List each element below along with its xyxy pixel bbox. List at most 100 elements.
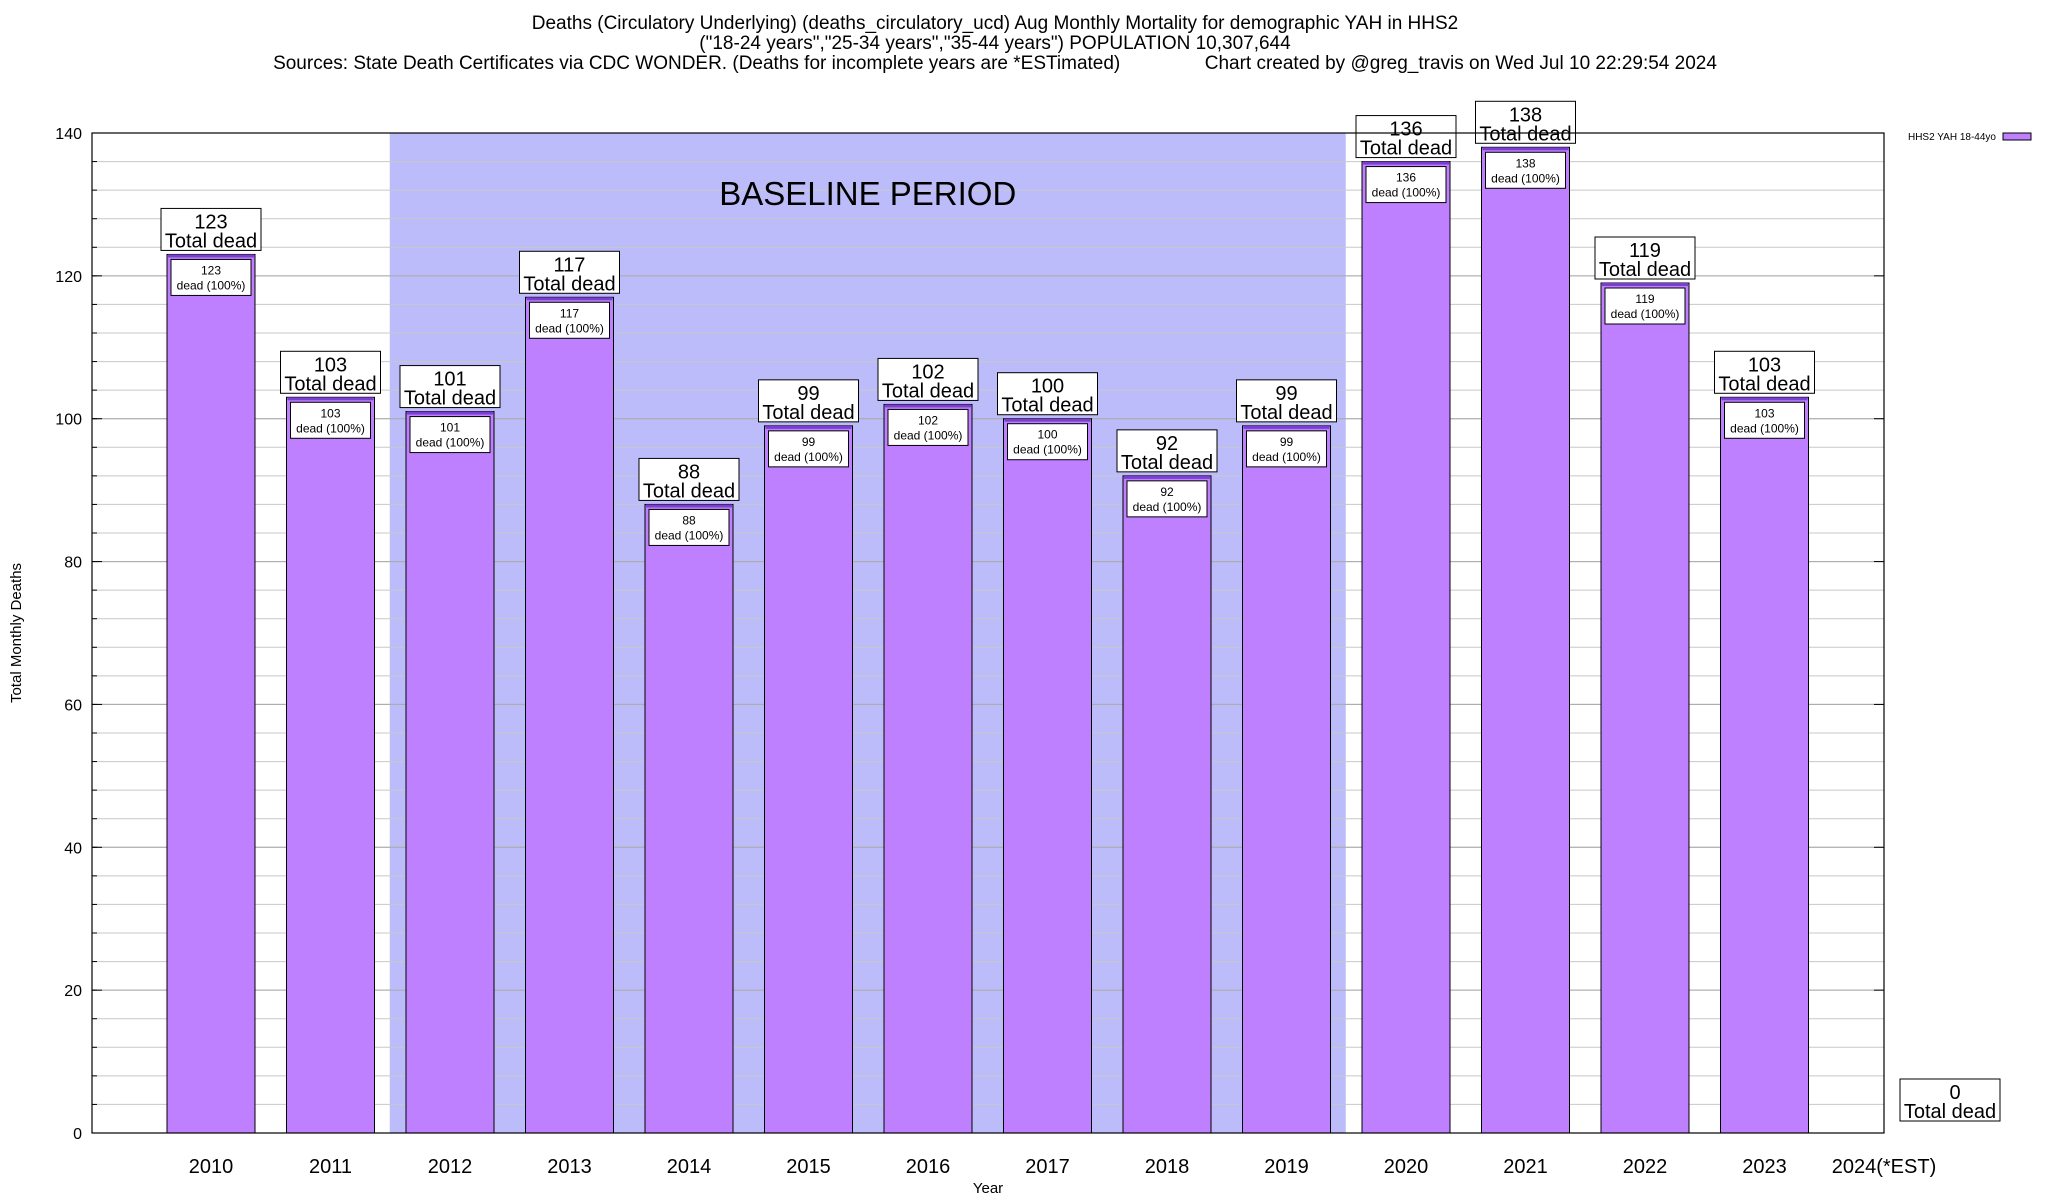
inner-label-value: 101 (440, 421, 460, 435)
inner-label-text: dead (100%) (1372, 186, 1441, 200)
x-tick-label: 2013 (547, 1156, 592, 1178)
x-tick-label: 2019 (1264, 1156, 1309, 1178)
bar-top-edge (1721, 397, 1808, 401)
bar-top-edge (885, 404, 971, 408)
bar (1361, 161, 1451, 1134)
y-axis-title: Total Monthly Deaths (8, 563, 25, 703)
bar (286, 396, 375, 1134)
inner-label-box (170, 258, 252, 296)
total-label-box (519, 250, 620, 294)
total-label-text: Total dead (523, 273, 615, 295)
inner-label-text: dead (100%) (1730, 421, 1799, 435)
bar (405, 411, 495, 1134)
total-label-box (160, 207, 262, 251)
total-label-value: 102 (911, 361, 944, 383)
bar-top-edge (407, 411, 493, 415)
total-label-box (1475, 100, 1576, 144)
total-label-text: Total dead (1121, 452, 1213, 474)
total-label-text: Total dead (1904, 1101, 1996, 1123)
inner-label-box (887, 408, 969, 446)
x-tick-label: 2012 (428, 1156, 473, 1178)
total-label-box (1714, 350, 1815, 394)
total-label-value: 138 (1509, 104, 1542, 126)
bar-top-edge (646, 504, 732, 508)
y-tick-label: 120 (55, 269, 82, 286)
inner-label-text: dead (100%) (1611, 307, 1680, 321)
total-label-text: Total dead (1360, 138, 1452, 160)
total-label-value: 119 (1629, 240, 1661, 262)
baseline-label: BASELINE PERIOD (719, 175, 1016, 212)
x-tick-label: 2010 (189, 1156, 234, 1178)
y-tick-label: 40 (64, 840, 82, 857)
inner-label-value: 99 (1280, 435, 1294, 449)
bar-top-edge (1363, 161, 1449, 165)
inner-label-value: 117 (560, 306, 579, 320)
total-label-box (280, 350, 381, 394)
title-line-1: Deaths (Circulatory Underlying) (deaths_… (531, 13, 1459, 34)
inner-label-text: dead (100%) (1013, 443, 1082, 457)
inner-label-value: 88 (682, 513, 696, 527)
bar (1720, 396, 1809, 1134)
legend-label: HHS2 YAH 18-44yo (1908, 132, 1996, 143)
x-tick-label: 2014 (667, 1156, 712, 1178)
inner-label-box (529, 301, 610, 339)
total-label-text: Total dead (284, 373, 376, 395)
inner-label-box (1604, 287, 1686, 325)
bar (525, 296, 614, 1134)
inner-label-box (1007, 423, 1088, 461)
inner-label-text: dead (100%) (655, 528, 724, 542)
y-tick-label: 20 (64, 983, 82, 1000)
bar (644, 503, 734, 1134)
total-label-text: Total dead (404, 388, 496, 410)
inner-label-value: 100 (1037, 428, 1057, 442)
total-label-value: 99 (1275, 383, 1297, 405)
bar-top-edge (1243, 425, 1330, 429)
inner-label-text: dead (100%) (296, 421, 365, 435)
bar (1122, 475, 1212, 1134)
bar-top-edge (1602, 283, 1688, 286)
bar (1003, 418, 1092, 1134)
title-line-3: Sources: State Death Certificates via CD… (273, 53, 1717, 74)
y-tick-label: 140 (55, 126, 82, 143)
inner-label-box (1126, 480, 1208, 518)
inner-label-box (409, 416, 491, 454)
total-label-text: Total dead (1479, 123, 1571, 145)
bar-top-edge (1004, 418, 1091, 422)
total-label-box (1355, 115, 1457, 159)
inner-label-box (1724, 401, 1805, 439)
inner-label-value: 138 (1515, 156, 1535, 170)
total-label-box (638, 457, 740, 501)
bar (1600, 282, 1690, 1134)
inner-label-text: dead (100%) (416, 436, 485, 450)
inner-label-value: 92 (1160, 485, 1174, 499)
x-tick-label: 2011 (309, 1156, 352, 1178)
inner-label-value: 123 (201, 263, 221, 277)
bar (1242, 425, 1331, 1134)
inner-label-value: 102 (918, 413, 938, 427)
total-label-box (399, 365, 501, 409)
x-tick-label: 2016 (906, 1156, 951, 1178)
total-label-text: Total dead (882, 380, 974, 402)
total-label-text: Total dead (762, 402, 854, 424)
inner-label-text: dead (100%) (1133, 500, 1202, 514)
inner-label-value: 103 (320, 406, 340, 420)
inner-label-text: dead (100%) (774, 450, 843, 464)
total-label-text: Total dead (165, 230, 257, 252)
inner-label-text: dead (100%) (1252, 450, 1321, 464)
total-label-value: 136 (1389, 119, 1422, 141)
inner-label-value: 119 (1635, 292, 1654, 306)
total-label-box (1116, 429, 1218, 473)
total-label-value: 0 (1949, 1082, 1960, 1104)
bar-top-edge (1124, 475, 1210, 479)
total-label-box (997, 372, 1098, 416)
total-label-value: 103 (1748, 354, 1781, 376)
inner-label-value: 99 (802, 435, 816, 449)
inner-label-box (648, 508, 730, 546)
inner-label-box (768, 430, 849, 468)
inner-label-value: 136 (1396, 171, 1416, 185)
x-tick-label: 2023 (1742, 1156, 1787, 1178)
inner-label-text: dead (100%) (894, 428, 963, 442)
total-label-box (1236, 379, 1337, 423)
title-line-2: ("18-24 years","25-34 years","35-44 year… (699, 33, 1291, 54)
bar (166, 253, 256, 1134)
